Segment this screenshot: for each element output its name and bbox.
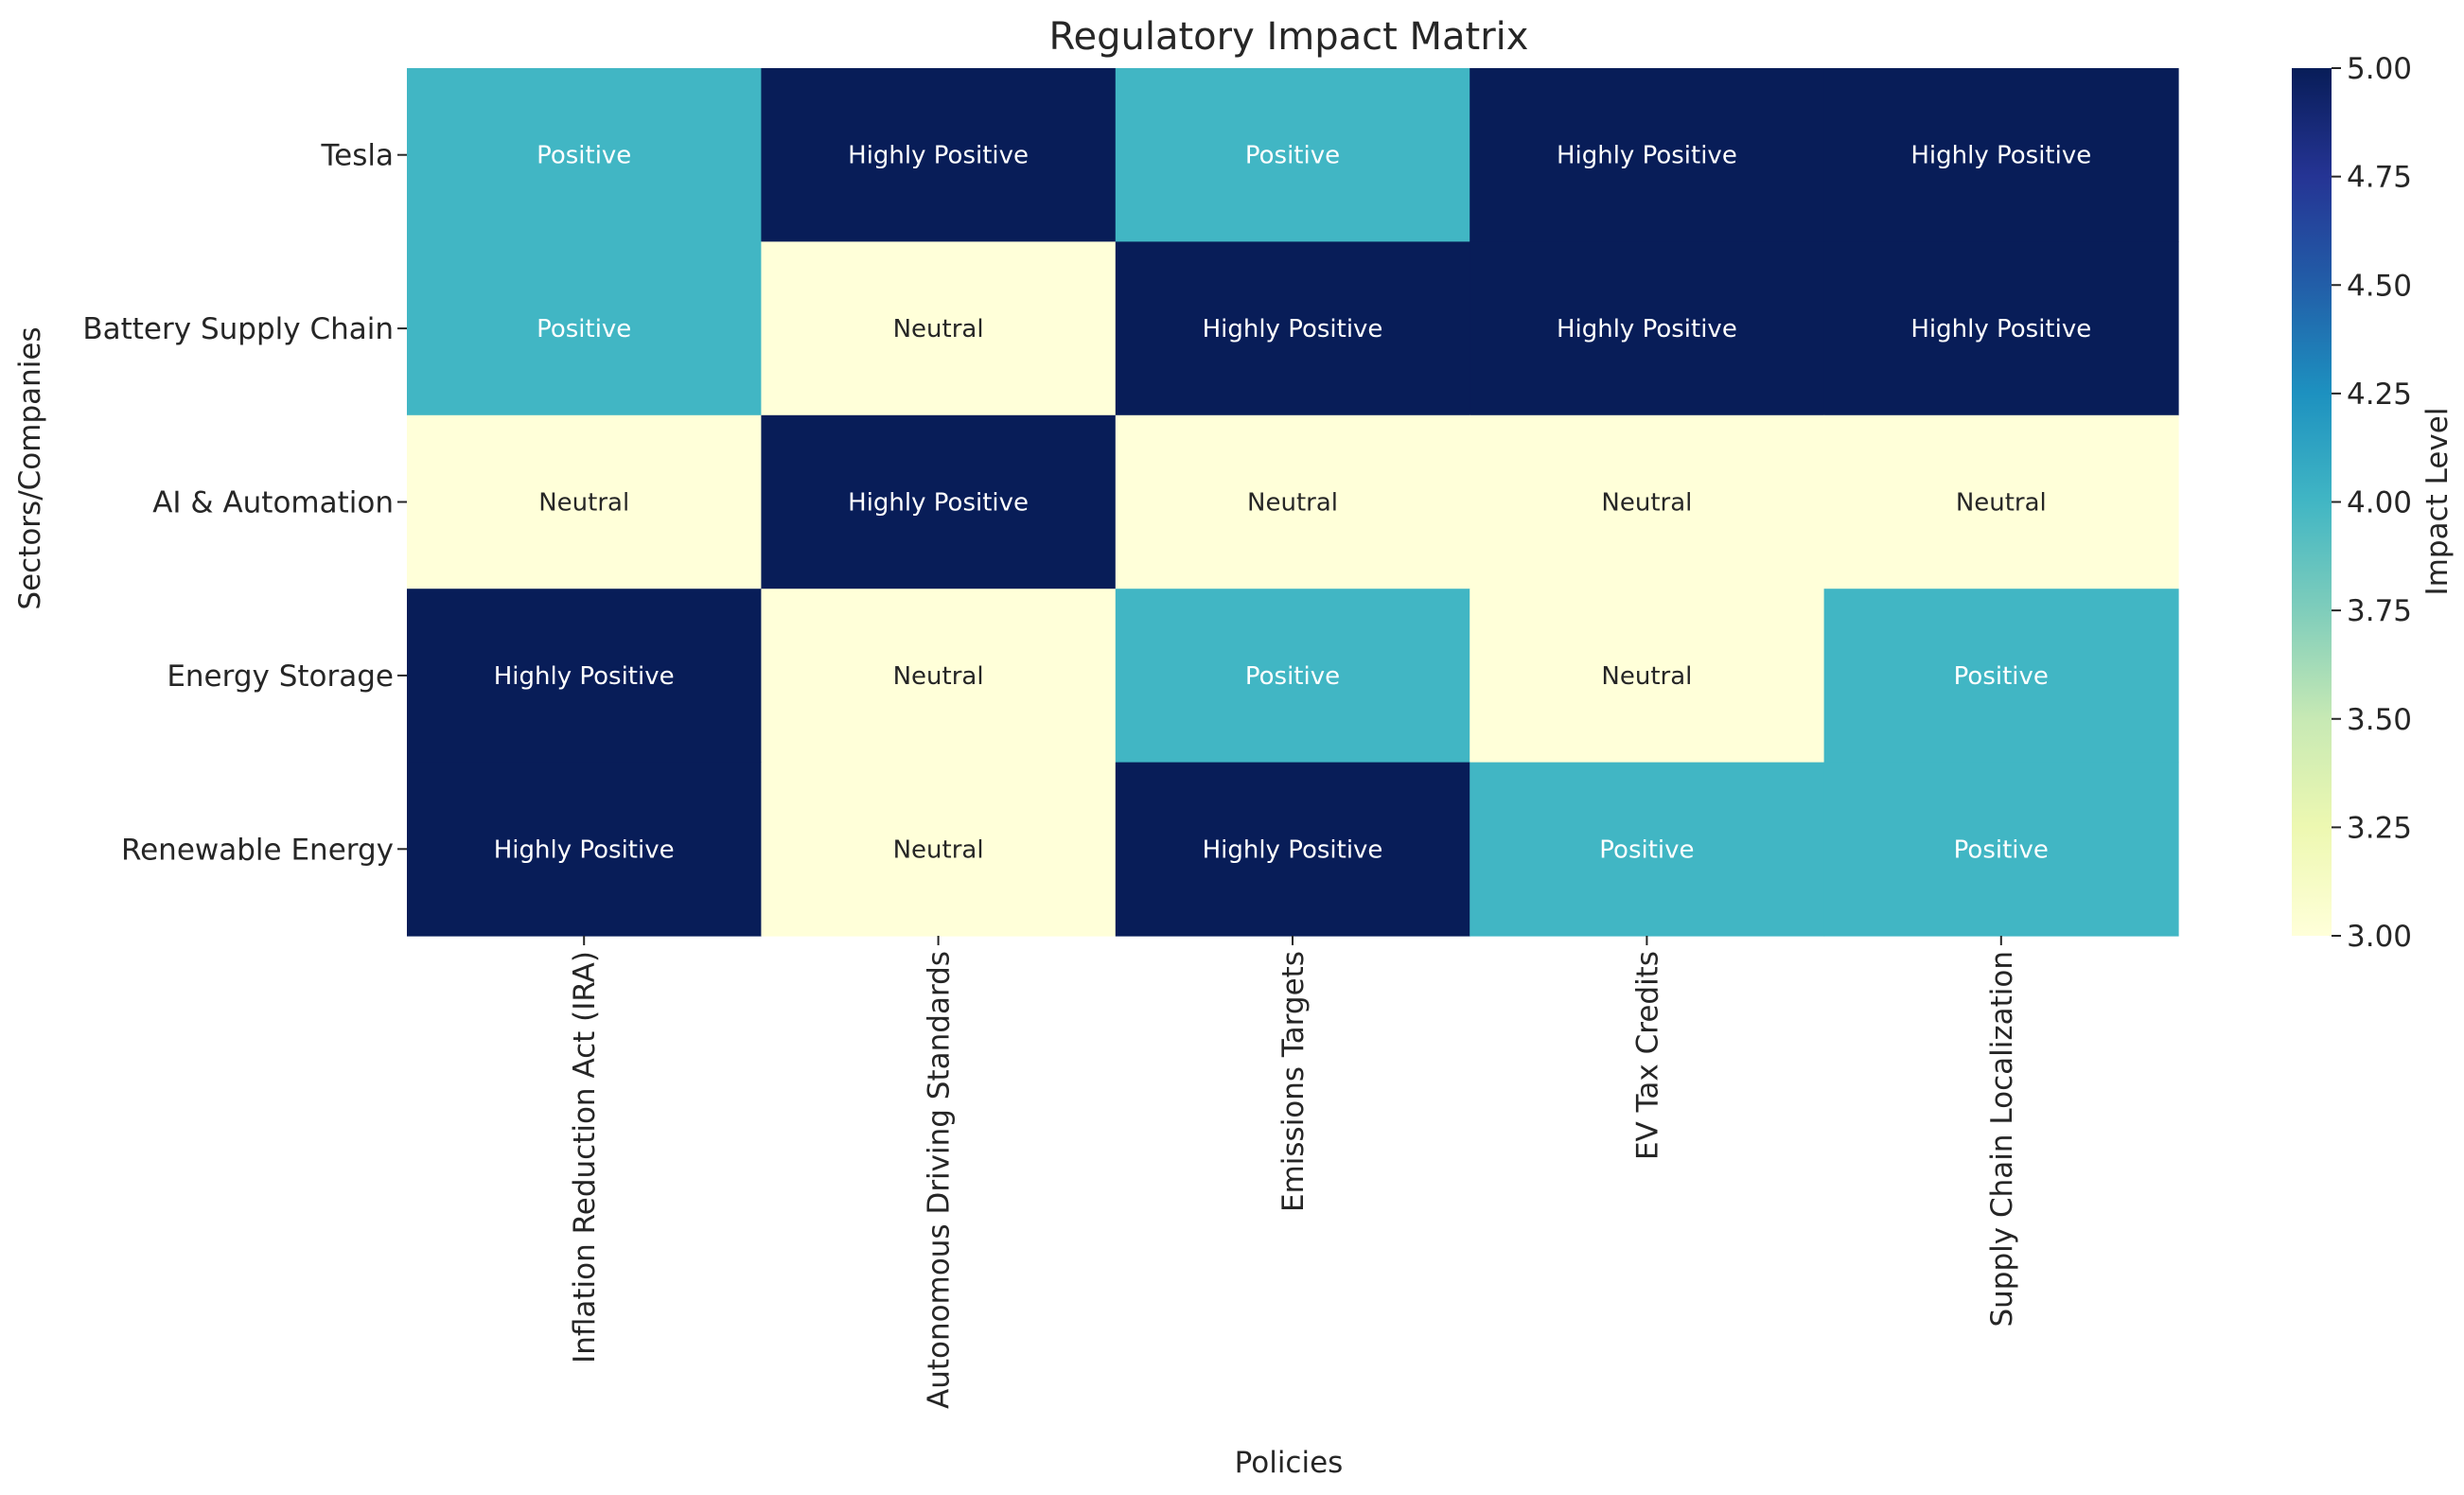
heatmap-cell bbox=[1115, 589, 1470, 764]
heatmap-cell bbox=[1470, 589, 1825, 764]
heatmap-cell bbox=[1823, 762, 2179, 937]
heatmap-cell bbox=[1115, 241, 1470, 416]
heatmap-cell bbox=[761, 68, 1117, 242]
cell-label: Highly Positive bbox=[848, 489, 1029, 518]
colorbar bbox=[2292, 68, 2332, 936]
cell-label: Neutral bbox=[538, 489, 629, 518]
heatmap-cell bbox=[1823, 414, 2179, 589]
x-axis-label: Policies bbox=[1235, 1446, 1344, 1480]
cell-label: Highly Positive bbox=[848, 142, 1029, 170]
cell-label: Highly Positive bbox=[494, 662, 675, 691]
cell-label: Positive bbox=[1954, 662, 2049, 691]
heatmap-cell bbox=[407, 414, 762, 589]
cell-label: Highly Positive bbox=[1203, 835, 1383, 864]
y-tick-label: Tesla bbox=[320, 139, 394, 173]
cell-label: Positive bbox=[1599, 835, 1694, 864]
chart-title: Regulatory Impact Matrix bbox=[1049, 15, 1529, 59]
cell-label: Positive bbox=[1245, 662, 1340, 691]
colorbar-tick-label: 4.50 bbox=[2347, 269, 2412, 303]
cell-label: Neutral bbox=[1247, 489, 1338, 518]
cell-label: Highly Positive bbox=[1910, 315, 2091, 343]
heatmap-cell bbox=[761, 241, 1117, 416]
heatmap-cell bbox=[1823, 589, 2179, 764]
y-tick-label: Energy Storage bbox=[167, 660, 394, 694]
cell-label: Neutral bbox=[893, 315, 984, 343]
y-tick-label: Battery Supply Chain bbox=[82, 312, 394, 346]
heatmap-cell bbox=[407, 68, 762, 242]
cell-label: Positive bbox=[1245, 142, 1340, 170]
cell-label: Neutral bbox=[1601, 489, 1692, 518]
cell-label: Highly Positive bbox=[1203, 315, 1383, 343]
colorbar-tick-label: 4.00 bbox=[2347, 486, 2412, 520]
y-tick-label: Renewable Energy bbox=[121, 833, 394, 867]
heatmap-cell bbox=[1470, 414, 1825, 589]
x-axis-ticks: Inflation Reduction Act (IRA) Autonomous … bbox=[568, 936, 2019, 1409]
heatmap-cell bbox=[1470, 68, 1825, 242]
cell-label: Neutral bbox=[893, 835, 984, 864]
colorbar-tick-label: 5.00 bbox=[2347, 52, 2412, 86]
x-tick-label: Inflation Reduction Act (IRA) bbox=[568, 951, 602, 1363]
cell-label: Neutral bbox=[1601, 662, 1692, 691]
colorbar-ticks: 3.00 3.25 3.50 3.75 4.00 4.25 4.50 4.75 5.00 bbox=[2332, 52, 2412, 954]
cell-label: Positive bbox=[537, 315, 631, 343]
colorbar-tick-label: 3.50 bbox=[2347, 703, 2412, 737]
y-axis-label: Sectors/Companies bbox=[13, 326, 47, 609]
colorbar-tick-label: 4.25 bbox=[2347, 378, 2412, 412]
cell-label: Neutral bbox=[1956, 489, 2047, 518]
heatmap-cell bbox=[407, 762, 762, 937]
cell-annotations: Positive Highly Positive Positive Highly Po… bbox=[494, 142, 2091, 865]
heatmap-cell bbox=[1470, 762, 1825, 937]
heatmap-cell bbox=[761, 762, 1117, 937]
heatmap-cell bbox=[1115, 414, 1470, 589]
cell-label: Neutral bbox=[893, 662, 984, 691]
cell-label: Positive bbox=[537, 142, 631, 170]
colorbar-tick-label: 3.25 bbox=[2347, 811, 2412, 845]
cell-label: Highly Positive bbox=[494, 835, 675, 864]
cell-label: Highly Positive bbox=[1557, 142, 1737, 170]
colorbar-tick-label: 4.75 bbox=[2347, 161, 2412, 195]
cell-label: Highly Positive bbox=[1557, 315, 1737, 343]
heatmap-cell bbox=[1115, 68, 1470, 242]
cell-label: Highly Positive bbox=[1910, 142, 2091, 170]
heatmap-cell bbox=[407, 241, 762, 416]
cell-label: Positive bbox=[1954, 835, 2049, 864]
colorbar-tick-label: 3.00 bbox=[2347, 920, 2412, 954]
heatmap-cells bbox=[407, 68, 2179, 937]
heatmap-cell bbox=[1470, 241, 1825, 416]
x-tick-label: Emissions Targets bbox=[1276, 951, 1311, 1212]
x-tick-label: Autonomous Driving Standards bbox=[923, 951, 957, 1409]
x-tick-label: EV Tax Credits bbox=[1630, 951, 1664, 1160]
y-axis-ticks: Tesla Battery Supply Chain AI & Automation… bbox=[82, 139, 407, 867]
colorbar-tick-label: 3.75 bbox=[2347, 594, 2412, 628]
heatmap-cell bbox=[761, 589, 1117, 764]
heatmap-cell bbox=[407, 589, 762, 764]
colorbar-label: Impact Level bbox=[2420, 408, 2455, 596]
y-tick-label: AI & Automation bbox=[152, 486, 394, 520]
heatmap-cell bbox=[1823, 68, 2179, 242]
x-tick-label: Supply Chain Localization bbox=[1985, 951, 2019, 1328]
heatmap-cell bbox=[1115, 762, 1470, 937]
heatmap-cell bbox=[1823, 241, 2179, 416]
heatmap-cell bbox=[761, 414, 1117, 589]
